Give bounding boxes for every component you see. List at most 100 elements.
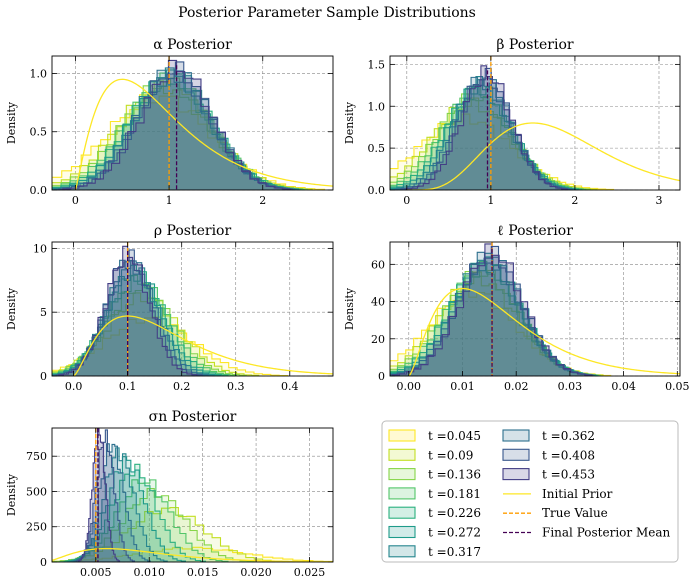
panel-1: 0 1 2 0.0 0.5 1.0 α Posterior Density xyxy=(5,37,334,207)
y-tick-label: 0.5 xyxy=(368,142,386,155)
y-tick-label: 0.5 xyxy=(30,126,48,139)
legend-swatch xyxy=(388,448,416,461)
x-tick-label: 1 xyxy=(487,194,494,207)
axes-frame xyxy=(51,427,334,563)
legend-label: t =0.181 xyxy=(428,487,481,501)
x-tick-label: 0.02 xyxy=(504,380,529,393)
plot-area xyxy=(390,56,680,190)
plot-area xyxy=(52,242,333,376)
y-tick-label: 500 xyxy=(26,485,47,498)
y-tick-label: 0 xyxy=(378,370,385,383)
x-tick-label: 0.2 xyxy=(173,380,191,393)
y-tick-label: 1.0 xyxy=(368,100,386,113)
y-axis-label: Density xyxy=(343,101,356,144)
prior-curve xyxy=(74,78,333,190)
histogram-t7 xyxy=(52,67,297,190)
legend-swatch xyxy=(388,468,416,481)
y-tick-label: 60 xyxy=(371,258,385,271)
x-tick-label: 0.025 xyxy=(294,566,326,579)
y-tick-label: 10 xyxy=(33,242,47,255)
legend-swatch xyxy=(502,468,530,481)
legend-item: t =0.272 xyxy=(388,526,481,540)
legend-label: Final Posterior Mean xyxy=(542,526,670,540)
histogram-t1 xyxy=(52,546,333,562)
histogram-t6 xyxy=(52,69,299,190)
legend-label: t =0.136 xyxy=(428,468,481,482)
y-axis-label: Density xyxy=(5,473,18,516)
histogram-t2 xyxy=(52,80,313,190)
panel-title: β Posterior xyxy=(496,37,574,53)
y-tick-label: 5 xyxy=(40,306,47,319)
axes-frame xyxy=(389,55,681,191)
prior-curve xyxy=(408,287,680,376)
legend-swatch xyxy=(502,429,530,442)
x-tick-label: 0.01 xyxy=(450,380,475,393)
legend-swatch xyxy=(388,429,416,442)
legend-item: Initial Prior xyxy=(503,487,613,501)
y-tick-label: 1.0 xyxy=(30,67,48,80)
legend-label: t =0.09 xyxy=(428,448,473,462)
y-tick-label: 0.0 xyxy=(30,184,48,197)
x-tick-label: 0.005 xyxy=(80,566,112,579)
legend-item: True Value xyxy=(503,506,608,520)
legend-label: True Value xyxy=(542,506,608,520)
legend-label: t =0.045 xyxy=(428,429,481,443)
panel-4: 0.00 0.01 0.02 0.03 0.04 0.05 0 20 40 60 ℓ Posteri… xyxy=(343,223,689,393)
legend-swatch xyxy=(502,448,530,461)
x-tick-label: 0.1 xyxy=(119,380,137,393)
prior-curve xyxy=(52,547,333,562)
legend-item: Final Posterior Mean xyxy=(503,526,670,540)
panel-title: α Posterior xyxy=(153,37,232,53)
panel-3: 0.0 0.1 0.2 0.3 0.4 0 5 10 ρ Posterior Density xyxy=(5,223,334,393)
legend: t =0.045 t =0.09 t =0.136 t =0.181 t =0.226 t… xyxy=(381,420,679,563)
axes-frame xyxy=(51,55,334,191)
legend-swatch xyxy=(388,506,416,519)
histogram-t10 xyxy=(405,65,568,190)
x-tick-label: 3 xyxy=(655,194,662,207)
histogram-t5 xyxy=(390,86,583,190)
x-tick-label: 0.03 xyxy=(558,380,583,393)
y-tick-label: 0 xyxy=(40,556,47,569)
plot-area xyxy=(52,428,333,562)
legend-item: t =0.09 xyxy=(388,448,473,462)
x-tick-label: 0.3 xyxy=(227,380,245,393)
legend-swatch xyxy=(388,487,416,500)
axes-frame xyxy=(51,241,334,377)
panel-title: ρ Posterior xyxy=(154,223,232,239)
panels: 0 1 2 0.0 0.5 1.0 α Posterior Density 0 1 2 3 0.0 0.5… xyxy=(5,37,689,579)
legend-item: t =0.181 xyxy=(388,487,481,501)
x-tick-label: 0.010 xyxy=(133,566,165,579)
y-tick-label: 250 xyxy=(26,521,47,534)
x-tick-label: 0.00 xyxy=(397,380,422,393)
legend-box xyxy=(381,420,679,563)
prior-curve xyxy=(406,122,680,190)
y-tick-label: 40 xyxy=(371,296,385,309)
legend-item: t =0.136 xyxy=(388,468,481,482)
x-tick-label: 1 xyxy=(166,194,173,207)
histogram-t1 xyxy=(52,94,326,190)
legend-swatch xyxy=(388,545,416,558)
x-tick-label: 0 xyxy=(72,194,79,207)
y-tick-label: 0.0 xyxy=(368,184,386,197)
x-tick-label: 0.0 xyxy=(65,380,83,393)
y-tick-label: 750 xyxy=(26,450,47,463)
histogram-t6 xyxy=(52,264,222,376)
legend-label: t =0.362 xyxy=(542,429,595,443)
legend-label: t =0.408 xyxy=(542,448,595,462)
legend-item: t =0.226 xyxy=(388,506,481,520)
x-tick-label: 2 xyxy=(571,194,578,207)
prior-curve xyxy=(73,315,333,376)
y-tick-label: 1.5 xyxy=(368,58,386,71)
x-tick-label: 0.020 xyxy=(240,566,272,579)
x-tick-label: 0.05 xyxy=(665,380,689,393)
panel-title: ℓ Posterior xyxy=(497,223,573,239)
x-tick-label: 0.4 xyxy=(281,380,299,393)
panel-title: σn Posterior xyxy=(149,409,237,425)
legend-label: t =0.317 xyxy=(428,545,481,559)
x-tick-label: 2 xyxy=(259,194,266,207)
y-tick-label: 20 xyxy=(371,333,385,346)
plot-area xyxy=(390,242,680,376)
y-tick-label: 0 xyxy=(40,370,47,383)
histogram-t3 xyxy=(52,77,308,190)
